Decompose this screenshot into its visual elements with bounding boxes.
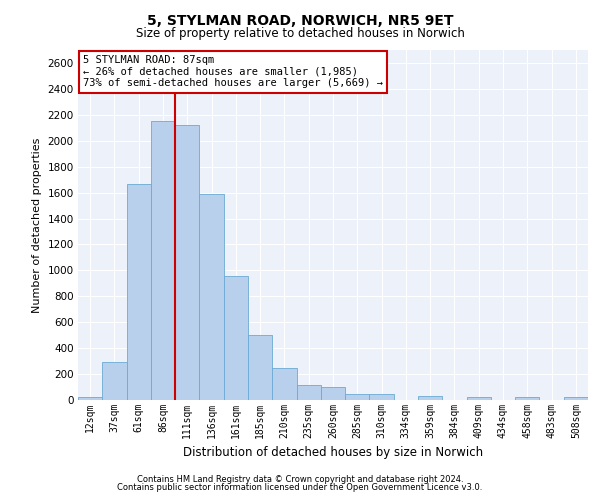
Bar — [102, 362, 127, 400]
Bar — [467, 397, 491, 400]
Bar — [418, 396, 442, 400]
Bar — [224, 276, 248, 400]
Y-axis label: Number of detached properties: Number of detached properties — [32, 138, 42, 312]
X-axis label: Distribution of detached houses by size in Norwich: Distribution of detached houses by size … — [183, 446, 483, 460]
Text: Contains HM Land Registry data © Crown copyright and database right 2024.: Contains HM Land Registry data © Crown c… — [137, 475, 463, 484]
Text: Size of property relative to detached houses in Norwich: Size of property relative to detached ho… — [136, 28, 464, 40]
Bar — [151, 122, 175, 400]
Bar — [199, 194, 224, 400]
Bar — [296, 385, 321, 400]
Text: Contains public sector information licensed under the Open Government Licence v3: Contains public sector information licen… — [118, 484, 482, 492]
Bar — [321, 387, 345, 400]
Bar — [564, 398, 588, 400]
Text: 5 STYLMAN ROAD: 87sqm
← 26% of detached houses are smaller (1,985)
73% of semi-d: 5 STYLMAN ROAD: 87sqm ← 26% of detached … — [83, 56, 383, 88]
Bar — [370, 394, 394, 400]
Text: 5, STYLMAN ROAD, NORWICH, NR5 9ET: 5, STYLMAN ROAD, NORWICH, NR5 9ET — [147, 14, 453, 28]
Bar — [272, 368, 296, 400]
Bar — [515, 398, 539, 400]
Bar — [127, 184, 151, 400]
Bar — [345, 394, 370, 400]
Bar — [78, 398, 102, 400]
Bar — [248, 334, 272, 400]
Bar — [175, 125, 199, 400]
